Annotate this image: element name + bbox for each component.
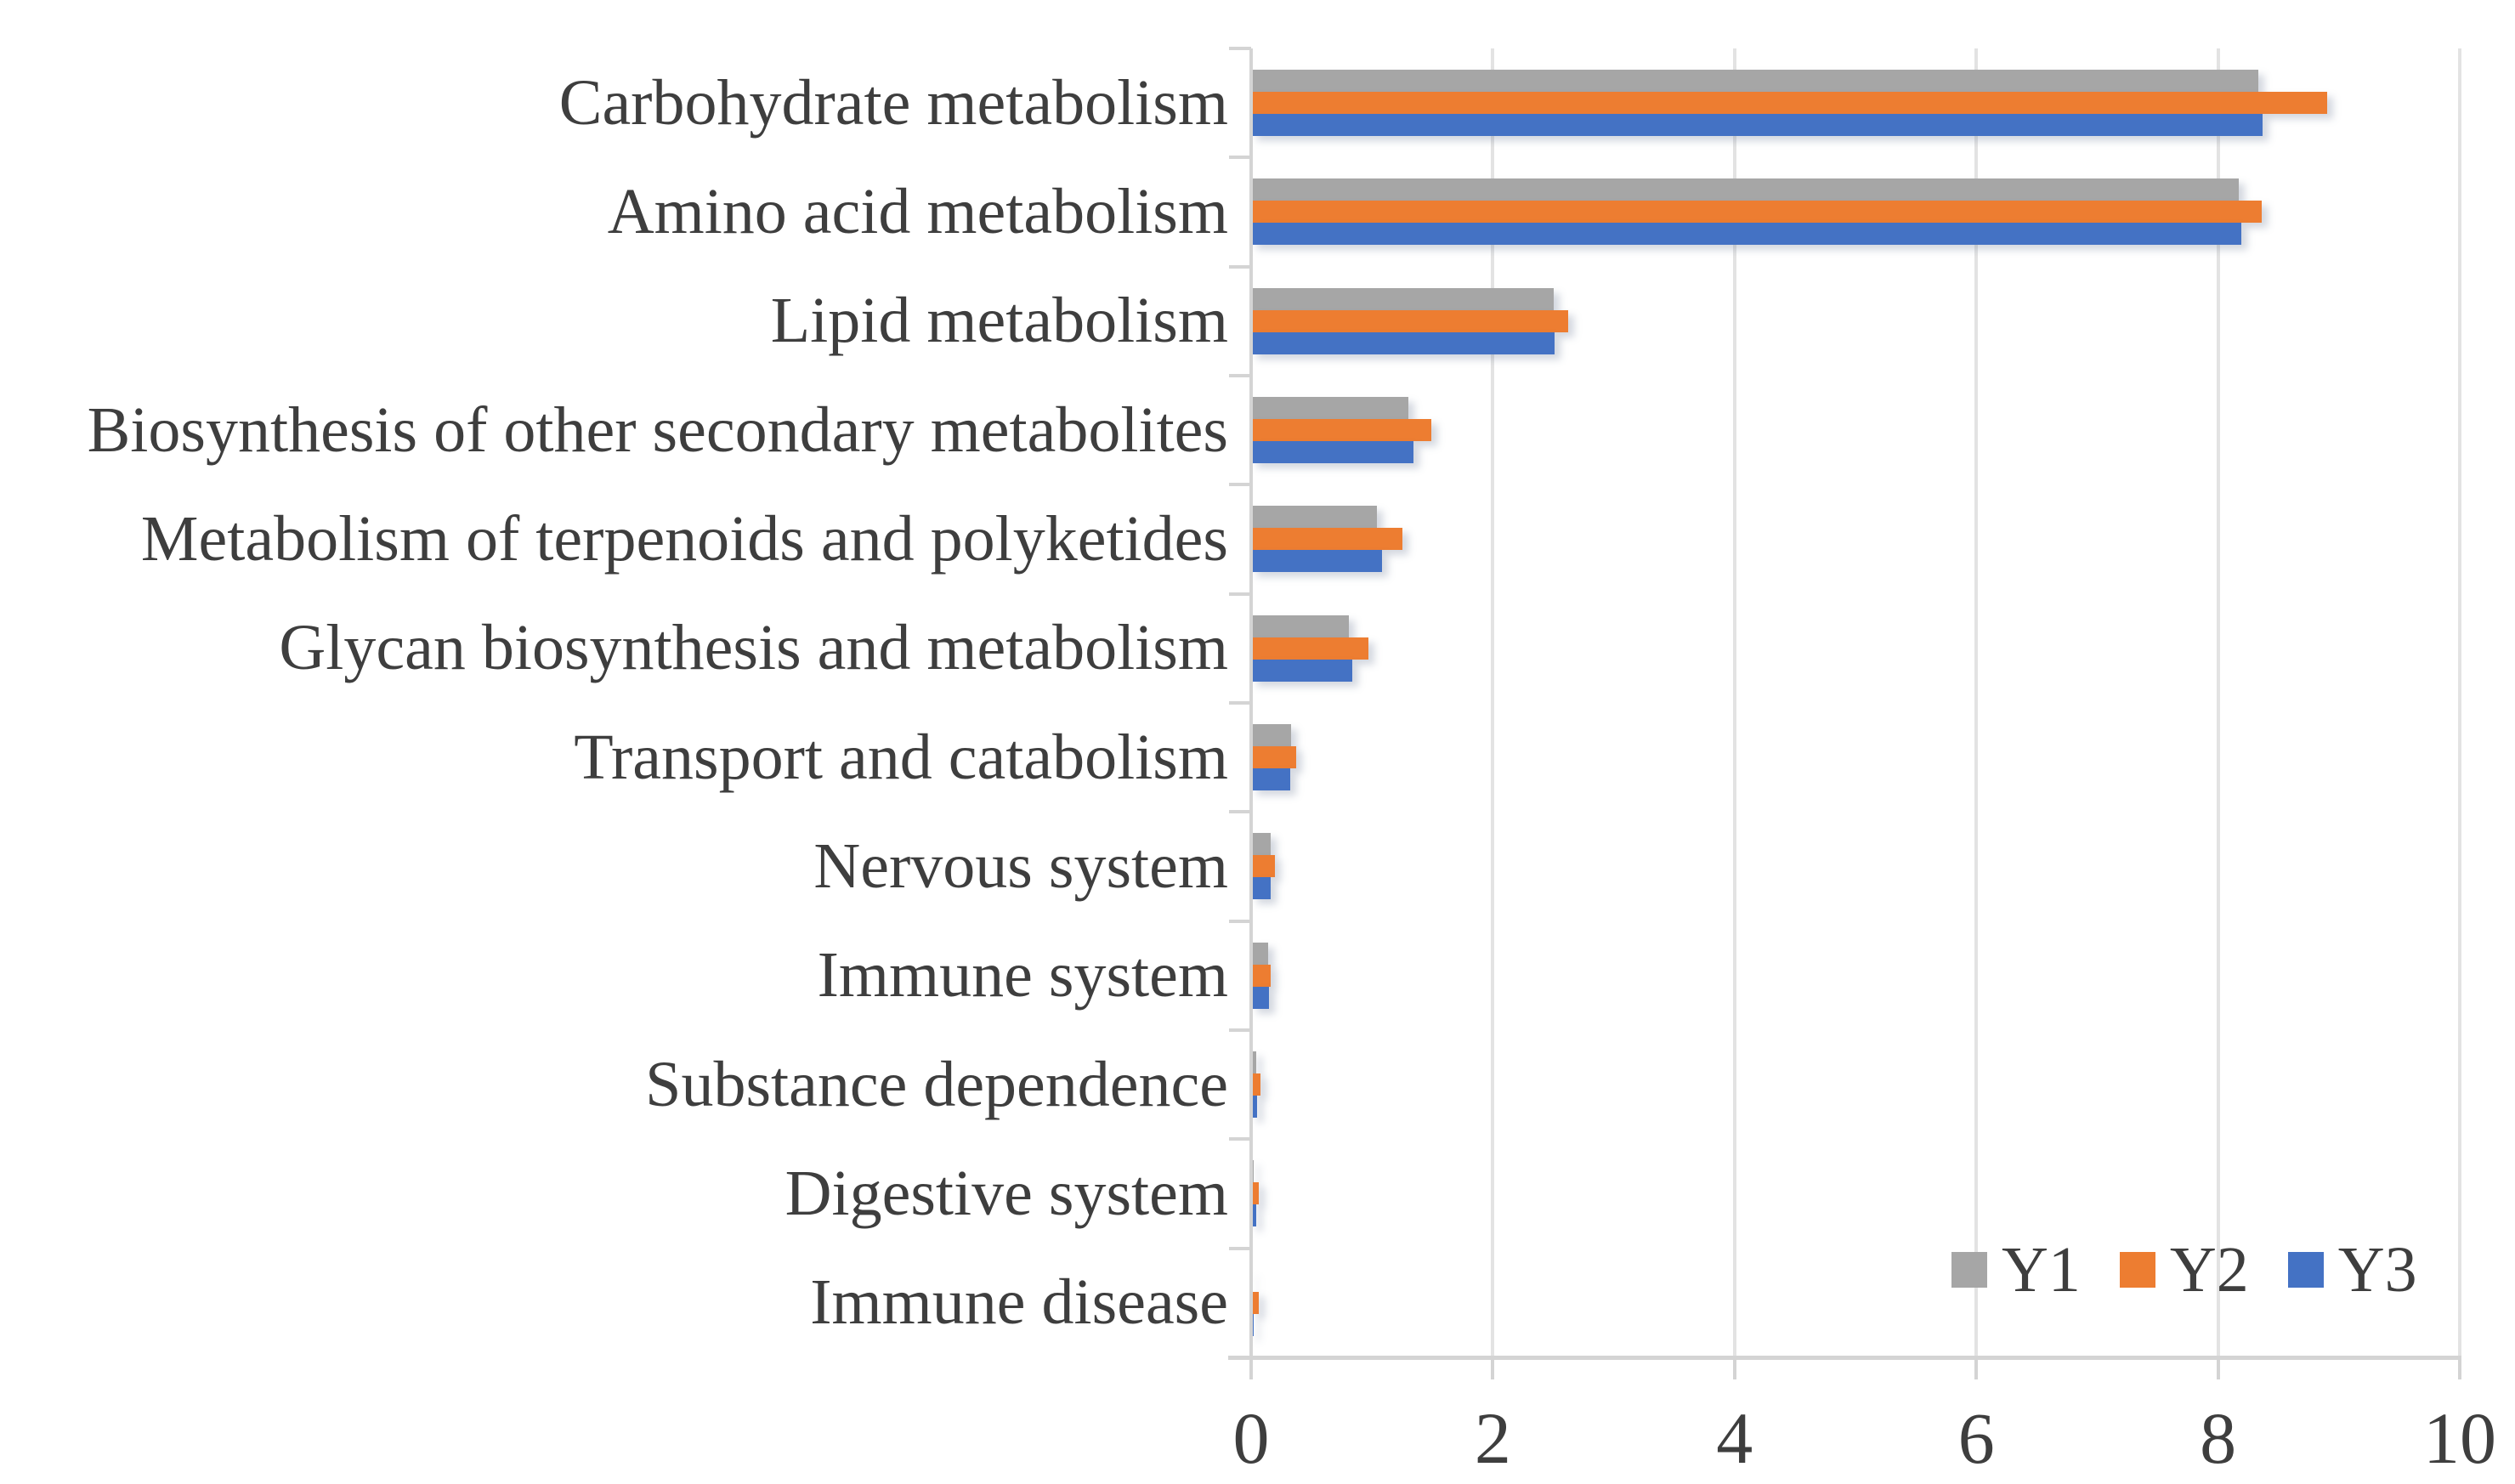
x-tick-label-6: 6 [1957,1397,1995,1479]
bar-y2-2 [1251,201,2262,224]
legend-label-y1: Y1 [2002,1234,2081,1306]
legend: Y1 Y2 Y3 [1951,1234,2417,1306]
category-label-1: Carbohydrate metabolism [558,66,1228,139]
bar-y1-9 [1251,942,1268,965]
legend-item-y3: Y3 [2287,1234,2417,1306]
y-axis-line [1249,48,1253,1357]
bar-y3-9 [1251,986,1270,1009]
y-axis-tick-9 [1229,1028,1251,1032]
bar-y1-2 [1251,178,2239,201]
bar-y2-1 [1251,92,2327,114]
bar-y2-5 [1251,528,1402,551]
y-axis-tick-10 [1229,1137,1251,1141]
bar-y3-3 [1251,331,1555,354]
x-axis-tick-0 [1249,1357,1253,1379]
category-label-7: Transport and catabolism [574,721,1228,793]
bar-y2-12 [1251,1291,1259,1314]
x-axis-line [1228,1356,2461,1360]
x-tick-label-2: 2 [1474,1397,1511,1479]
x-tick-label-8: 8 [2200,1397,2237,1479]
bar-y1-6 [1251,615,1350,637]
x-tick-label-4: 4 [1716,1397,1753,1479]
bar-y2-10 [1251,1073,1261,1096]
category-label-11: Digestive system [785,1157,1228,1229]
x-tick-label-10: 10 [2423,1397,2496,1479]
category-label-3: Lipid metabolism [770,285,1228,357]
x-axis-tick-8 [2216,1357,2220,1379]
y-axis-tick-4 [1229,483,1251,487]
category-label-6: Glycan biosynthesis and metabolism [279,612,1228,684]
bar-y3-10 [1251,1096,1258,1118]
category-label-8: Nervous system [813,830,1228,902]
x-tick-label-0: 0 [1232,1397,1270,1479]
legend-item-y2: Y2 [2119,1234,2249,1306]
bar-y3-8 [1251,877,1271,900]
gridline-x-2 [1491,48,1495,1357]
y-axis-tick-12 [1229,1356,1251,1359]
category-label-10: Substance dependence [645,1048,1228,1120]
x-axis-tick-10 [2458,1357,2461,1379]
gridline-x-8 [2216,48,2220,1357]
bar-y2-7 [1251,746,1296,768]
bar-y1-3 [1251,287,1554,310]
y-axis-tick-5 [1229,592,1251,596]
bar-y2-9 [1251,964,1271,987]
bar-y2-11 [1251,1182,1259,1205]
gridline-x-10 [2458,48,2461,1357]
category-label-4: Biosynthesis of other secondary metaboli… [87,394,1228,466]
bar-y2-3 [1251,309,1568,332]
bar-y3-7 [1251,768,1290,790]
bar-y1-8 [1251,833,1271,856]
x-axis-tick-2 [1491,1357,1495,1379]
bar-y1-10 [1251,1051,1256,1073]
y-axis-tick-7 [1229,810,1251,814]
legend-swatch-y1 [1951,1252,1987,1288]
y-axis-tick-6 [1229,701,1251,705]
x-axis-tick-4 [1732,1357,1736,1379]
bar-y3-6 [1251,659,1353,682]
bar-y3-1 [1251,114,2263,136]
legend-swatch-y3 [2287,1252,2324,1288]
bar-y3-4 [1251,441,1413,463]
category-label-2: Amino acid metabolism [607,175,1228,247]
bar-y3-2 [1251,223,2241,246]
bar-y2-8 [1251,855,1276,878]
bar-y1-7 [1251,724,1291,746]
y-axis-tick-3 [1229,374,1251,377]
bar-y2-6 [1251,637,1368,660]
y-axis-tick-8 [1229,919,1251,923]
legend-item-y1: Y1 [1951,1238,2081,1302]
legend-label-y2: Y2 [2169,1234,2249,1306]
gridline-x-4 [1732,48,1736,1357]
bar-y3-5 [1251,550,1382,573]
bar-y1-1 [1251,70,2258,92]
x-axis-tick-6 [1974,1357,1979,1379]
bar-y3-11 [1251,1204,1256,1227]
y-axis-tick-1 [1229,156,1251,160]
category-label-5: Metabolism of terpenoids and polyketides [140,502,1228,575]
y-axis-tick-0 [1229,47,1251,50]
bar-y1-4 [1251,397,1408,419]
y-axis-tick-2 [1229,264,1251,269]
bar-y1-5 [1251,506,1377,529]
bar-y2-4 [1251,419,1431,441]
category-label-12: Immune disease [810,1266,1228,1339]
legend-swatch-y2 [2119,1252,2155,1288]
gridline-x-6 [1974,48,1979,1357]
category-label-9: Immune system [817,939,1228,1011]
y-axis-tick-11 [1229,1246,1251,1250]
legend-label-y3: Y3 [2337,1234,2417,1306]
